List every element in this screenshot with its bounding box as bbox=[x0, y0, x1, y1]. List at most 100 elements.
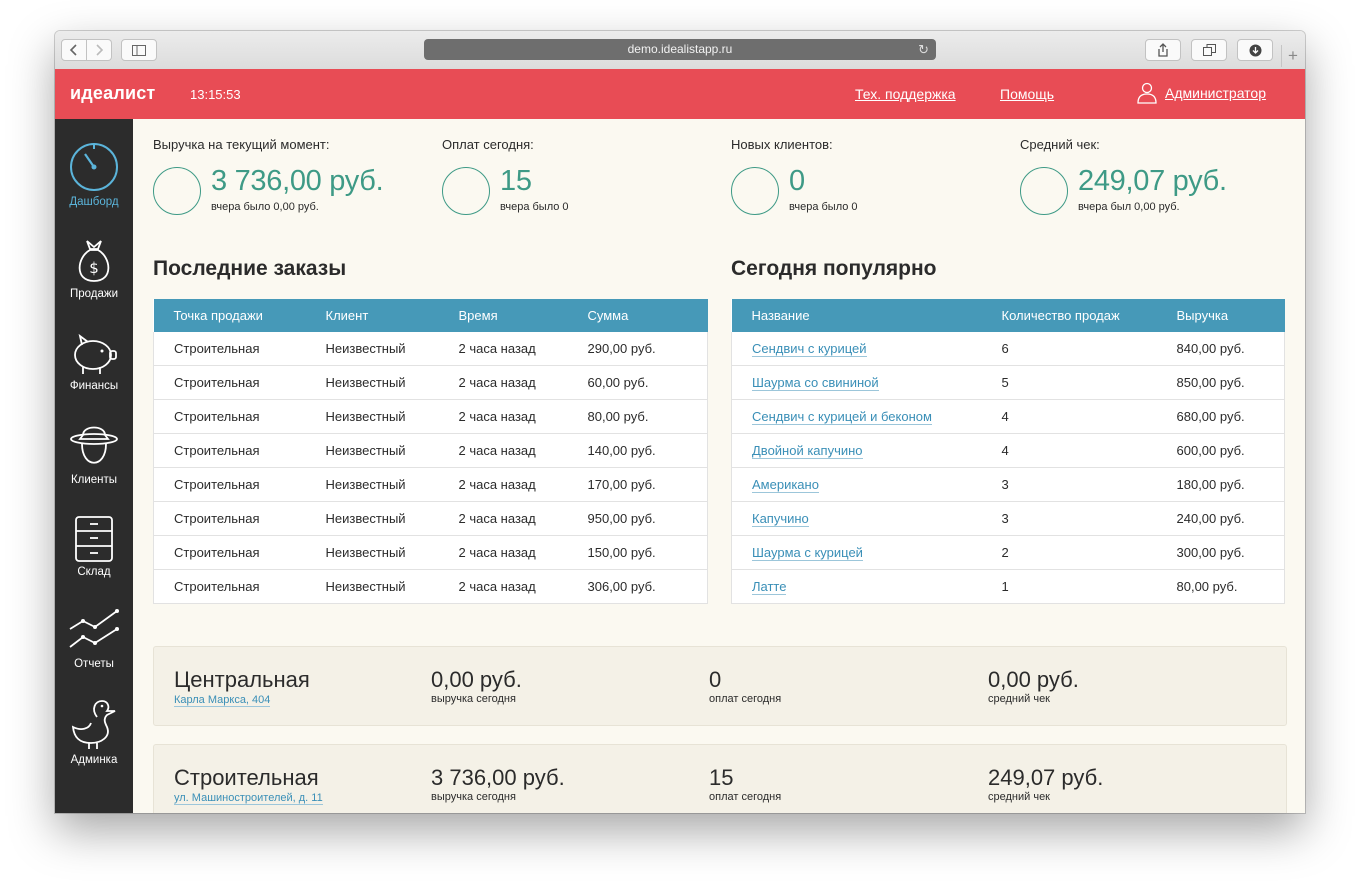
store-name: Центральная bbox=[174, 667, 310, 692]
column-header[interactable]: Количество продаж bbox=[981, 299, 1157, 332]
cell-point: Строительная bbox=[153, 467, 306, 502]
product-link[interactable]: Капучино bbox=[752, 511, 809, 527]
sidebar-item-label: Клиенты bbox=[70, 474, 118, 486]
product-link[interactable]: Шаурма со свининой bbox=[752, 375, 879, 391]
sidebar-item-warehouse[interactable]: Склад bbox=[55, 515, 133, 578]
metric-label: оплат сегодня bbox=[709, 791, 782, 803]
product-link[interactable]: Американо bbox=[752, 477, 819, 493]
metric-value: 15 bbox=[709, 765, 734, 790]
kpi-value: 15 bbox=[500, 165, 532, 197]
table-row: Шаурма со свининой 5 850,00 руб. bbox=[731, 365, 1285, 400]
product-link[interactable]: Сендвич с курицей и беконом bbox=[752, 409, 932, 425]
support-link[interactable]: Тех. поддержка bbox=[855, 86, 956, 102]
product-link[interactable]: Шаурма с курицей bbox=[752, 545, 863, 561]
table-row[interactable]: Строительная Неизвестный 2 часа назад 29… bbox=[153, 332, 708, 366]
forward-button[interactable] bbox=[87, 39, 112, 61]
current-time: 13:15:53 bbox=[190, 87, 241, 102]
app-logo[interactable]: идеалист bbox=[70, 83, 156, 103]
store-address-link[interactable]: Карла Маркса, 404 bbox=[174, 694, 271, 707]
svg-text:$: $ bbox=[89, 259, 99, 277]
cell-quantity: 6 bbox=[981, 332, 1157, 366]
hat-person-icon bbox=[70, 426, 118, 464]
product-link[interactable]: Сендвич с курицей bbox=[752, 341, 867, 357]
cell-revenue: 680,00 руб. bbox=[1156, 399, 1285, 434]
kpi-label: Выручка на текущий момент: bbox=[153, 137, 330, 152]
tabs-button[interactable] bbox=[1191, 39, 1227, 61]
store-address-link[interactable]: ул. Машиностроителей, д. 11 bbox=[174, 792, 323, 805]
admin-menu[interactable]: Администратор bbox=[1137, 82, 1266, 104]
new-tab-button[interactable]: + bbox=[1281, 45, 1304, 67]
kpi-label: Оплат сегодня: bbox=[442, 137, 534, 152]
metric-value: 0,00 руб. bbox=[988, 667, 1079, 692]
kpi-revenue: Выручка на текущий момент: 3 736,00 руб.… bbox=[153, 137, 413, 215]
piggy-bank-icon bbox=[74, 333, 117, 374]
store-payments: 15 оплат сегодня bbox=[709, 765, 781, 803]
table-row: Американо 3 180,00 руб. bbox=[731, 467, 1285, 502]
kpi-sub: вчера был 0,00 руб. bbox=[1078, 201, 1180, 213]
cell-amount: 150,00 руб. bbox=[567, 535, 708, 570]
reload-icon[interactable]: ↻ bbox=[918, 42, 929, 57]
sidebar-item-label: Админка bbox=[70, 754, 118, 766]
metric-label: выручка сегодня bbox=[431, 791, 516, 803]
column-header[interactable]: Время bbox=[438, 299, 568, 332]
metric-label: средний чек bbox=[988, 693, 1050, 705]
kpi-new-clients: Новых клиентов: 0 вчера было 0 bbox=[731, 137, 991, 215]
cell-revenue: 80,00 руб. bbox=[1156, 569, 1285, 604]
table-row[interactable]: Строительная Неизвестный 2 часа назад 95… bbox=[153, 501, 708, 536]
table-row: Сендвич с курицей и беконом 4 680,00 руб… bbox=[731, 399, 1285, 434]
back-button[interactable] bbox=[61, 39, 87, 61]
table-row[interactable]: Строительная Неизвестный 2 часа назад 14… bbox=[153, 433, 708, 468]
kpi-label: Новых клиентов: bbox=[731, 137, 833, 152]
chevron-left-icon bbox=[69, 44, 77, 56]
cell-client: Неизвестный bbox=[305, 433, 439, 468]
sidebar-item-label: Продажи bbox=[69, 288, 119, 300]
sidebar-item-reports[interactable]: Отчеты bbox=[55, 607, 133, 670]
speedometer-icon bbox=[70, 143, 118, 191]
table-row: Латте 1 80,00 руб. bbox=[731, 569, 1285, 604]
cell-point: Строительная bbox=[153, 332, 306, 366]
money-bag-icon: $ bbox=[78, 240, 110, 282]
product-link[interactable]: Латте bbox=[752, 579, 787, 595]
cell-client: Неизвестный bbox=[305, 535, 439, 570]
table-row[interactable]: Строительная Неизвестный 2 часа назад 80… bbox=[153, 399, 708, 434]
metric-value: 249,07 руб. bbox=[988, 765, 1104, 790]
column-header[interactable]: Выручка bbox=[1156, 299, 1285, 332]
kpi-value: 0 bbox=[789, 165, 805, 197]
address-bar[interactable]: demo.idealistapp.ru ↻ bbox=[424, 39, 936, 60]
column-header[interactable]: Точка продажи bbox=[153, 299, 306, 332]
sidebar-item-finance[interactable]: Финансы bbox=[55, 329, 133, 392]
kpi-label: Средний чек: bbox=[1020, 137, 1100, 152]
table-row[interactable]: Строительная Неизвестный 2 часа назад 15… bbox=[153, 535, 708, 570]
sidebar-item-clients[interactable]: Клиенты bbox=[55, 419, 133, 486]
sidebar-toggle-button[interactable] bbox=[121, 39, 157, 61]
sidebar-item-sales[interactable]: $ Продажи bbox=[55, 235, 133, 300]
cell-time: 2 часа назад bbox=[438, 365, 568, 400]
sidebar-item-dashboard[interactable]: Дашборд bbox=[55, 141, 133, 208]
table-row[interactable]: Строительная Неизвестный 2 часа назад 17… bbox=[153, 467, 708, 502]
cell-quantity: 3 bbox=[981, 501, 1157, 536]
app-header: идеалист 13:15:53 Тех. поддержка Помощь … bbox=[55, 69, 1305, 119]
metric-label: оплат сегодня bbox=[709, 693, 782, 705]
cell-client: Неизвестный bbox=[305, 399, 439, 434]
downloads-button[interactable] bbox=[1237, 39, 1273, 61]
product-link[interactable]: Двойной капучино bbox=[752, 443, 863, 459]
cell-amount: 290,00 руб. bbox=[567, 332, 708, 366]
cell-time: 2 часа назад bbox=[438, 569, 568, 604]
share-button[interactable] bbox=[1145, 39, 1181, 61]
column-header[interactable]: Сумма bbox=[567, 299, 708, 332]
column-header[interactable]: Клиент bbox=[305, 299, 439, 332]
store-revenue: 3 736,00 руб. выручка сегодня bbox=[431, 765, 565, 803]
sidebar-item-admin[interactable]: Админка bbox=[55, 697, 133, 766]
cell-quantity: 2 bbox=[981, 535, 1157, 570]
cell-client: Неизвестный bbox=[305, 569, 439, 604]
kpi-circle-icon bbox=[731, 167, 779, 215]
cell-point: Строительная bbox=[153, 501, 306, 536]
sidebar-item-label: Финансы bbox=[69, 380, 119, 392]
cell-amount: 306,00 руб. bbox=[567, 569, 708, 604]
help-link[interactable]: Помощь bbox=[1000, 86, 1055, 102]
cell-revenue: 850,00 руб. bbox=[1156, 365, 1285, 400]
table-row[interactable]: Строительная Неизвестный 2 часа назад 30… bbox=[153, 569, 708, 604]
store-card: Строительная ул. Машиностроителей, д. 11… bbox=[153, 744, 1287, 813]
column-header[interactable]: Название bbox=[731, 299, 982, 332]
table-row[interactable]: Строительная Неизвестный 2 часа назад 60… bbox=[153, 365, 708, 400]
